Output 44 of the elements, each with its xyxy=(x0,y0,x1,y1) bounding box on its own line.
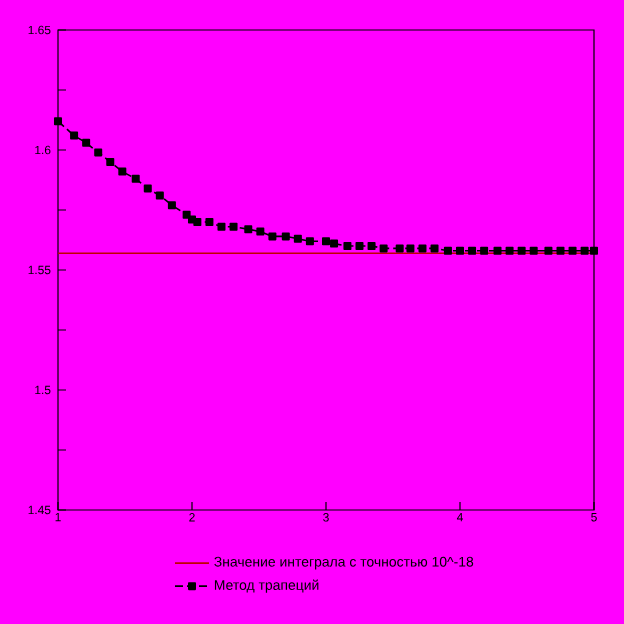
point xyxy=(517,246,526,255)
point xyxy=(229,222,238,231)
point xyxy=(330,239,339,248)
point xyxy=(54,117,62,126)
point xyxy=(106,158,115,166)
point xyxy=(418,244,427,253)
point xyxy=(268,232,277,241)
point xyxy=(580,246,589,255)
point xyxy=(379,244,388,253)
point xyxy=(544,246,553,255)
point xyxy=(256,227,265,236)
point xyxy=(556,246,565,255)
point xyxy=(406,244,415,253)
point xyxy=(322,237,330,246)
point xyxy=(182,210,191,219)
point xyxy=(293,234,302,243)
point xyxy=(155,191,164,200)
point xyxy=(244,225,253,234)
point xyxy=(456,246,464,255)
point xyxy=(70,131,79,140)
point xyxy=(305,237,314,246)
point xyxy=(430,244,439,253)
point xyxy=(590,246,598,255)
point xyxy=(94,148,103,157)
point xyxy=(217,222,226,231)
point xyxy=(131,174,140,183)
point xyxy=(367,242,376,250)
point xyxy=(443,246,452,255)
point xyxy=(118,167,127,176)
point xyxy=(205,218,214,226)
point xyxy=(167,201,176,210)
point xyxy=(281,232,290,241)
point xyxy=(568,246,577,255)
point xyxy=(468,246,477,255)
point xyxy=(529,246,538,255)
point xyxy=(143,184,152,193)
point xyxy=(193,218,202,226)
point xyxy=(395,244,404,253)
point xyxy=(493,246,502,255)
point xyxy=(82,138,91,147)
point xyxy=(505,246,514,255)
point xyxy=(355,242,364,250)
point xyxy=(480,246,489,255)
point xyxy=(343,242,352,250)
